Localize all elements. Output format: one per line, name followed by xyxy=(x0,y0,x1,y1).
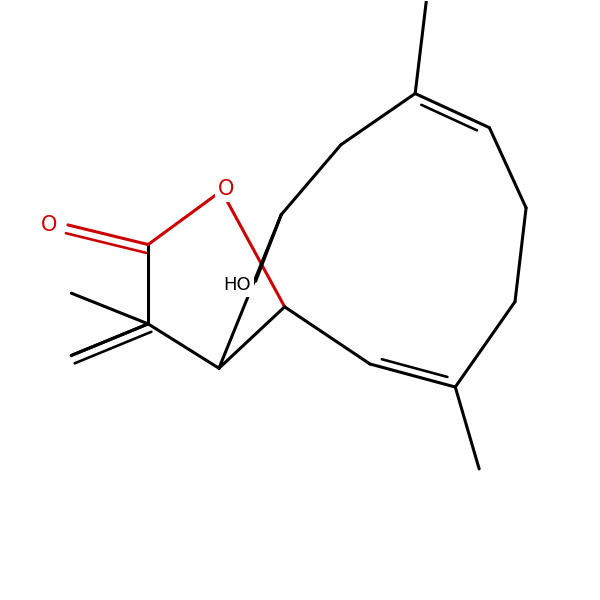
Text: HO: HO xyxy=(224,277,251,295)
Text: O: O xyxy=(41,215,58,235)
Text: O: O xyxy=(218,179,234,199)
